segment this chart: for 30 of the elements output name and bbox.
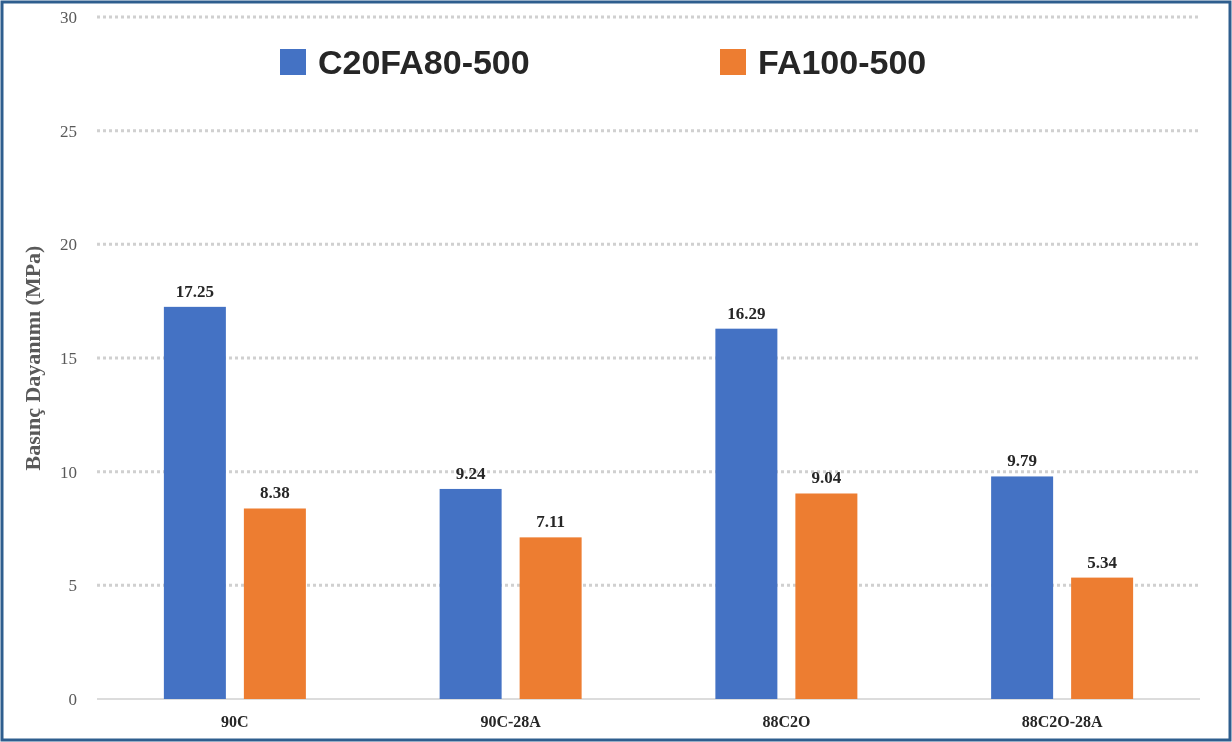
- x-tick-label: 90C: [221, 713, 249, 730]
- x-tick-label: 88C2O: [762, 713, 811, 730]
- y-tick-label: 0: [68, 689, 77, 709]
- y-tick-label: 20: [60, 235, 77, 255]
- bar: [1071, 577, 1134, 699]
- data-label: 9.79: [1007, 451, 1037, 471]
- y-tick-label: 5: [68, 576, 77, 596]
- bar: [519, 537, 582, 699]
- data-label: 9.24: [455, 463, 486, 483]
- bar: [243, 508, 306, 699]
- bar: [163, 306, 226, 699]
- bar: [715, 328, 778, 699]
- data-label: 16.29: [727, 303, 766, 323]
- x-tick-label: 88C2O-28A: [1021, 713, 1104, 730]
- data-label: 7.11: [536, 512, 566, 532]
- data-label: 5.34: [1087, 552, 1118, 572]
- y-tick-label: 30: [60, 7, 77, 27]
- data-label: 9.04: [811, 468, 842, 488]
- x-tick-label: 90C-28A: [480, 713, 542, 730]
- y-tick-label: 10: [60, 462, 77, 482]
- legend-label: FA100-500: [758, 42, 927, 81]
- bar: [439, 488, 502, 699]
- y-axis-title: Basınç Dayanımı (MPa): [20, 245, 45, 471]
- data-label: 8.38: [260, 483, 290, 503]
- bar: [795, 493, 858, 699]
- data-label: 17.25: [175, 281, 214, 301]
- bar: [991, 476, 1054, 699]
- y-tick-label: 25: [60, 121, 77, 141]
- y-tick-label: 15: [60, 348, 77, 368]
- legend-label: C20FA80-500: [318, 42, 530, 81]
